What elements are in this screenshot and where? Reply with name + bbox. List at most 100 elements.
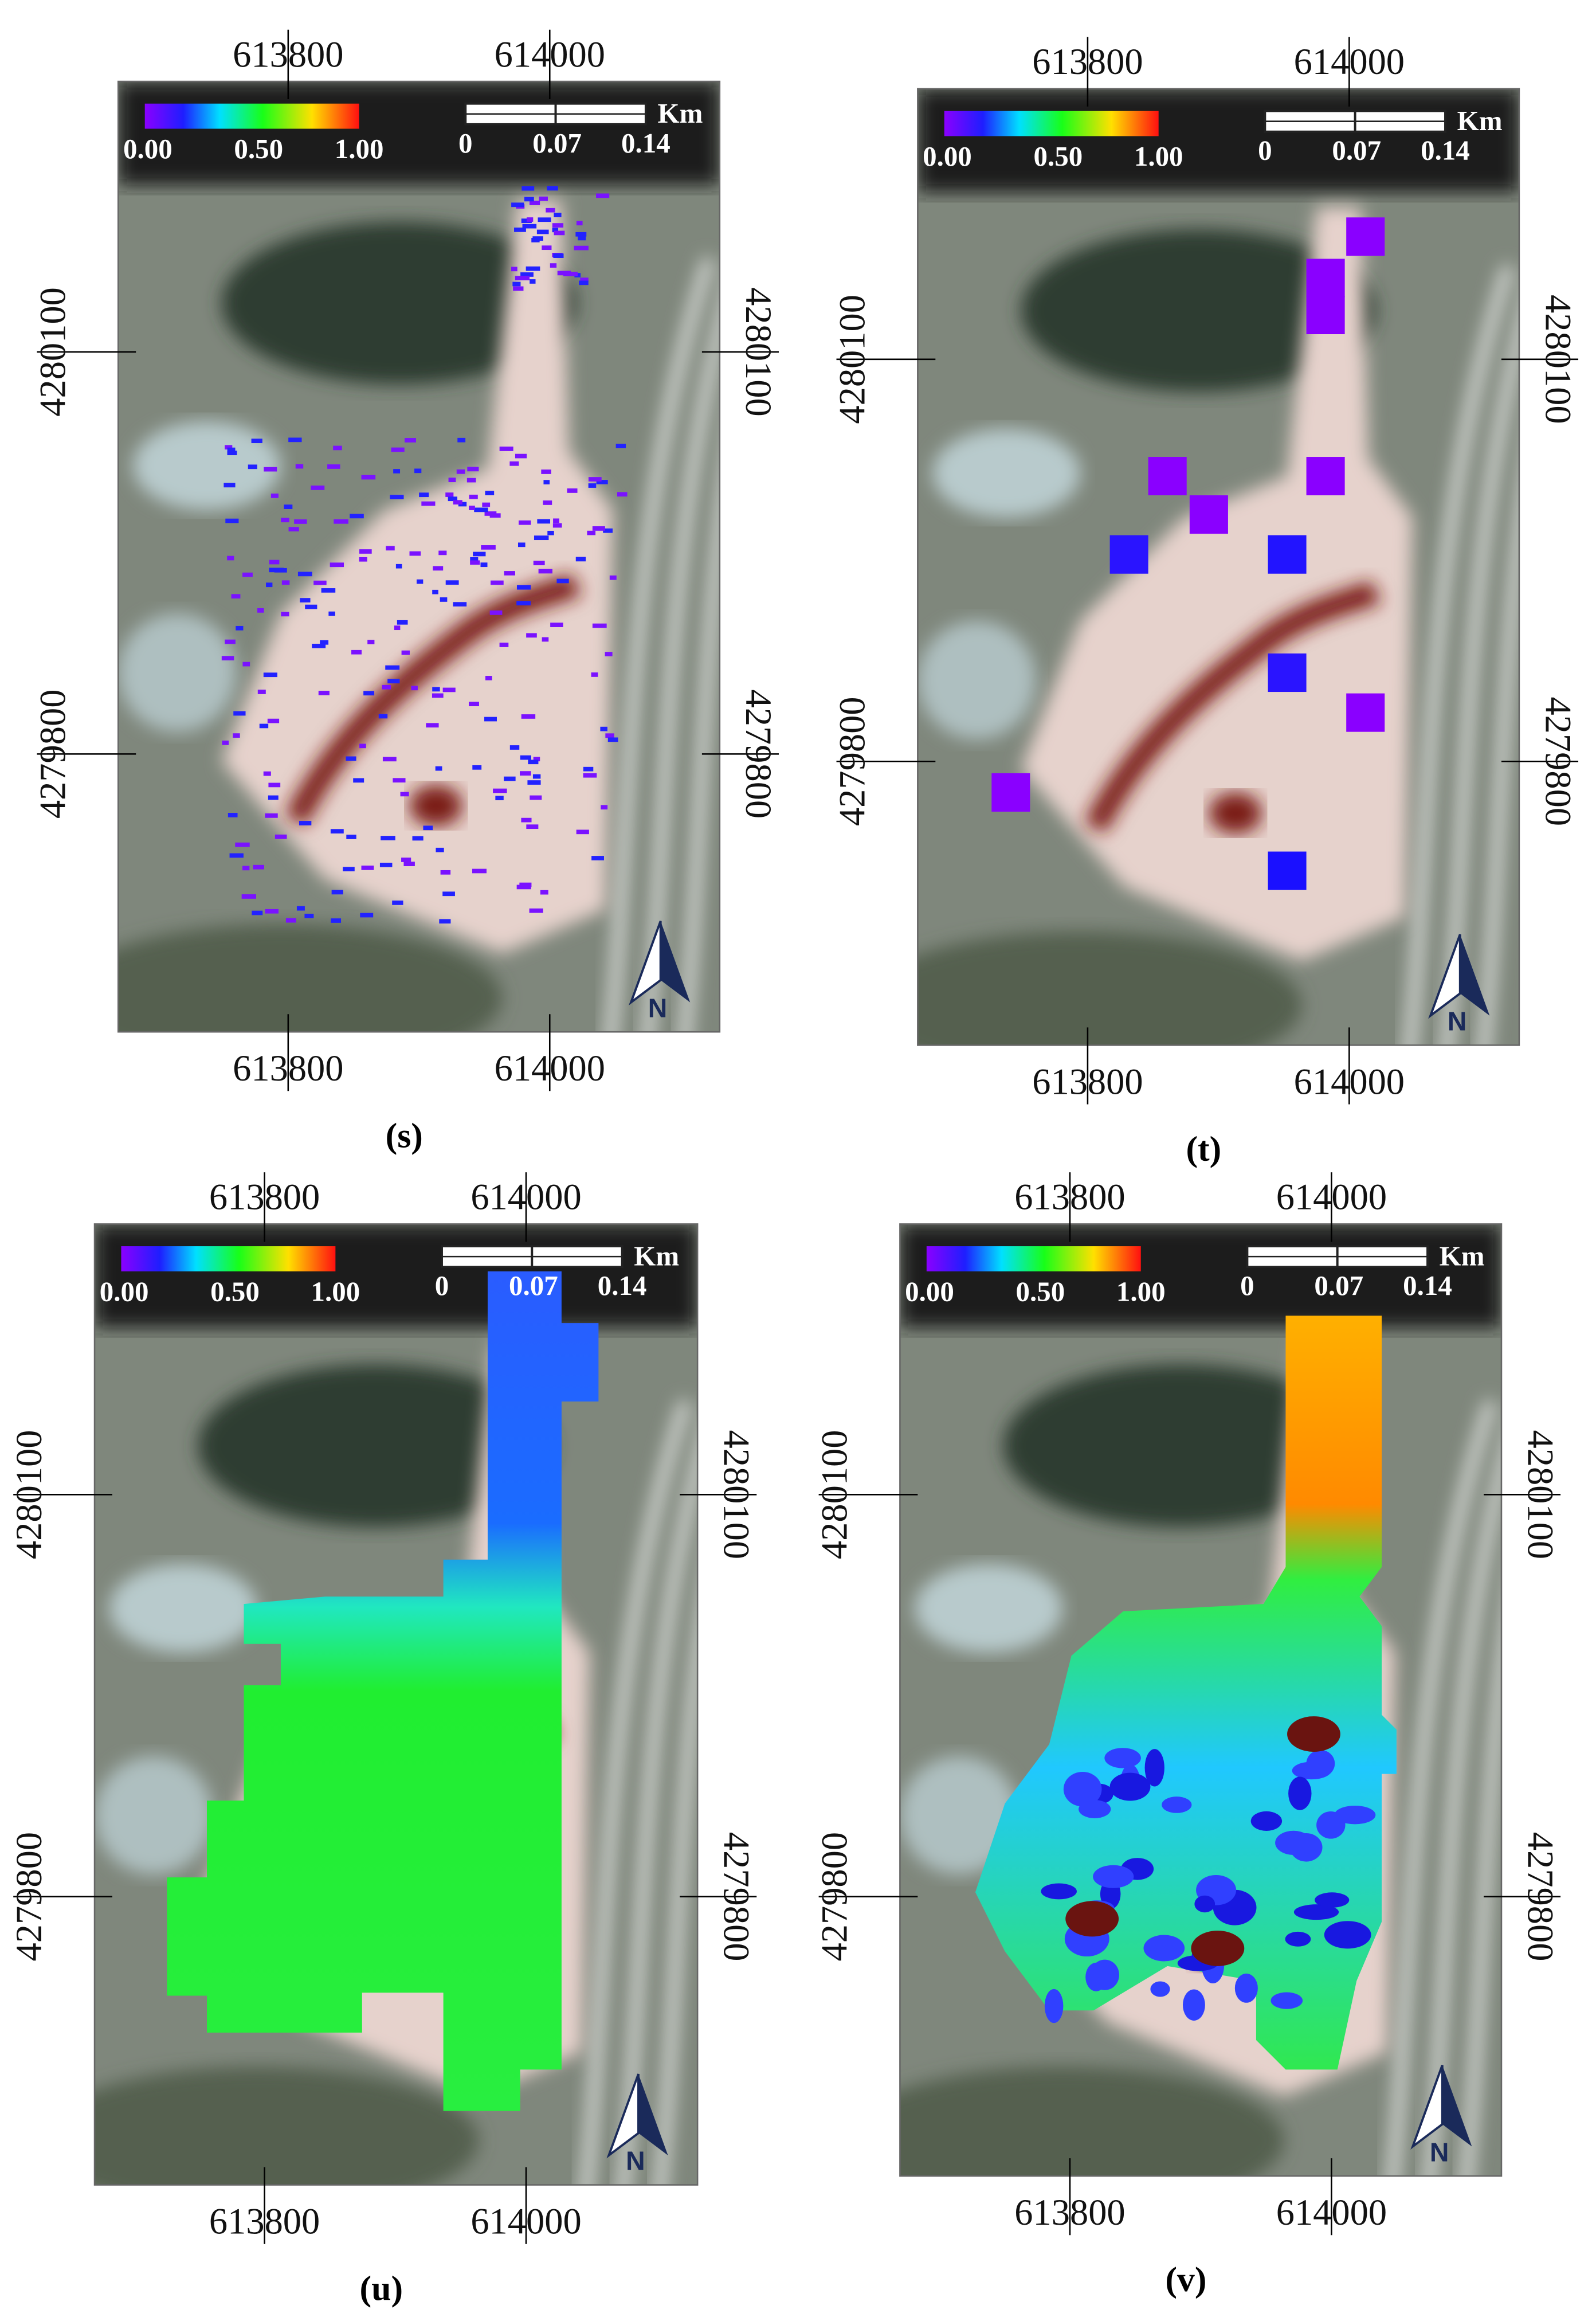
- detection-pixel: [600, 726, 607, 731]
- detection-pixel: [547, 530, 554, 535]
- detection-pixel: [547, 186, 558, 191]
- y-coord-label: 4279800: [1520, 1832, 1560, 1962]
- detection-pixel: [491, 580, 504, 585]
- detection-pixel: [439, 919, 451, 924]
- detection-pixel: [221, 656, 234, 661]
- x-coord-label: 614000: [495, 1048, 605, 1089]
- detection-pixel: [269, 559, 280, 565]
- detection-pixel: [542, 637, 549, 642]
- low-patch: [1324, 1921, 1371, 1949]
- detection-pixel: [617, 492, 628, 497]
- detection-pixel: [537, 519, 551, 524]
- detection-pixel: [300, 598, 311, 602]
- x-coord-label: 613800: [1014, 1177, 1125, 1218]
- detection-pixel: [227, 447, 236, 452]
- low-patch: [1234, 1973, 1258, 2003]
- detection-pixel: [394, 625, 401, 631]
- detection-pixel: [391, 447, 405, 452]
- detection-pixel: [448, 496, 458, 502]
- low-patch: [1194, 1895, 1215, 1913]
- detection-pixel: [228, 813, 238, 817]
- detection-pixel: [575, 557, 586, 562]
- detection-pixel: [361, 475, 376, 480]
- detection-pixel: [269, 567, 284, 573]
- detection-pixel: [235, 842, 250, 847]
- scale-label: 0.07: [509, 1270, 558, 1301]
- detection-pixel: [233, 711, 246, 716]
- detection-pixel: [516, 601, 531, 606]
- detection-pixel: [592, 526, 605, 531]
- low-patch: [1044, 1989, 1064, 2023]
- detection-pixel: [393, 469, 401, 473]
- detection-pixel: [263, 672, 277, 678]
- detection-pixel: [522, 224, 537, 229]
- detection-pixel: [457, 437, 466, 443]
- detection-pixel: [576, 829, 589, 835]
- scale-label: 0: [435, 1270, 449, 1301]
- detection-pixel: [395, 563, 402, 569]
- detection-pixel: [387, 679, 400, 684]
- x-coord-label: 613800: [1032, 1061, 1143, 1102]
- low-patch: [1270, 1992, 1303, 2009]
- detection-pixel: [414, 468, 422, 473]
- scale-unit: Km: [658, 97, 703, 129]
- detection-pixel: [421, 501, 436, 506]
- detection-pixel: [295, 464, 304, 469]
- detection-pixel: [588, 477, 602, 482]
- detection-pixel: [419, 492, 429, 498]
- detection-pixel: [251, 439, 262, 444]
- detection-pixel: [480, 562, 488, 567]
- panel-caption: (t): [1186, 1130, 1221, 1169]
- map-frame: [917, 88, 1520, 1046]
- detection-pixel: [485, 676, 492, 680]
- detection-pixel: [334, 519, 348, 524]
- detection-pixel: [592, 623, 607, 628]
- panel-caption: (u): [359, 2269, 403, 2308]
- detection-pixel: [382, 684, 391, 690]
- detection-pixel: [386, 546, 395, 551]
- detection-pixel: [552, 523, 562, 528]
- low-patch: [1104, 1748, 1141, 1768]
- low-patch: [1250, 1811, 1283, 1831]
- detection-pixel: [346, 756, 356, 761]
- detection-pixel: [533, 757, 540, 762]
- detection-pixel: [563, 272, 578, 276]
- detection-pixel: [607, 737, 618, 742]
- map-image: [900, 1224, 1501, 2177]
- detection-pixel: [524, 197, 534, 202]
- low-patch: [1293, 1904, 1339, 1920]
- colorbar-label: 1.00: [1134, 140, 1183, 172]
- detection-pixel: [265, 813, 278, 818]
- low-patch: [1285, 1931, 1311, 1947]
- detection-pixel: [519, 882, 532, 887]
- detection-pixel: [495, 796, 504, 801]
- scale-label: 0.14: [1421, 135, 1470, 166]
- low-patch: [1334, 1805, 1376, 1825]
- detection-pixel: [393, 778, 406, 783]
- detection-pixel: [553, 518, 559, 523]
- detection-pixel: [531, 238, 540, 242]
- detection-pixel: [385, 665, 400, 670]
- north-arrow: [1410, 2065, 1444, 2150]
- detection-pixel: [331, 918, 342, 923]
- detection-pixel: [222, 740, 229, 745]
- detection-pixel: [288, 527, 299, 532]
- detection-pixel: [318, 691, 330, 695]
- detection-pixel: [242, 572, 253, 577]
- detection-pixel: [469, 506, 475, 510]
- detection-pixel: [583, 773, 597, 778]
- x-coord-label: 613800: [233, 34, 343, 75]
- detection-pixel: [268, 782, 281, 788]
- ridge: [655, 1614, 698, 2185]
- detection-pixel: [426, 723, 439, 728]
- detection-pixel: [445, 492, 454, 497]
- detection-cell: [1109, 535, 1148, 574]
- low-patch: [1109, 1772, 1151, 1801]
- detection-pixel: [534, 535, 549, 541]
- detection-pixel: [543, 500, 552, 505]
- detection-pixel: [484, 717, 497, 722]
- detection-pixel: [281, 518, 289, 523]
- colorbar-label: 0.50: [1016, 1275, 1065, 1307]
